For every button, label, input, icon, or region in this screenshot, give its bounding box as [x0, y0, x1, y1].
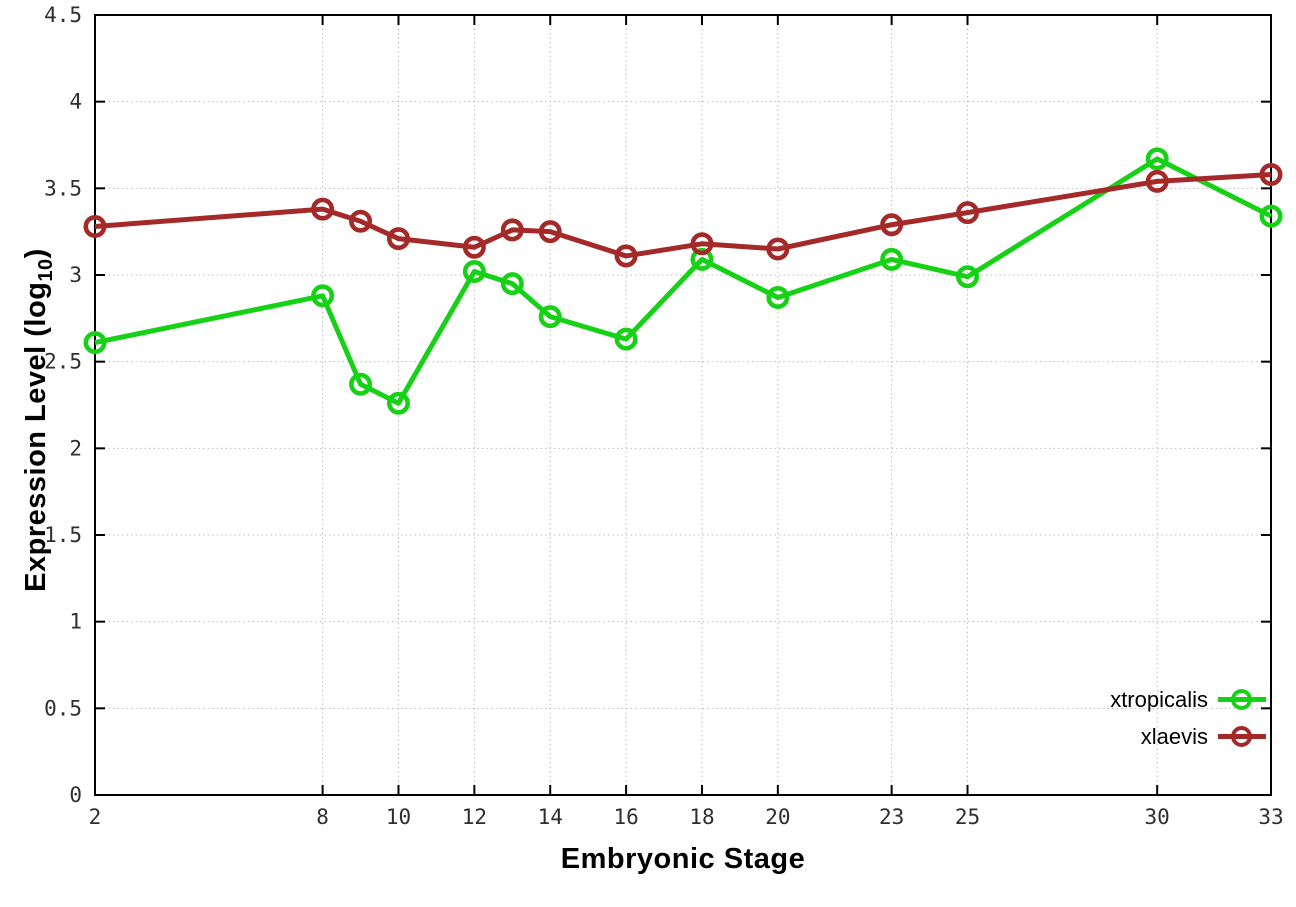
legend-circle-marker-icon	[1231, 688, 1252, 710]
data-point-xtropicalis	[538, 305, 562, 329]
x-tick-label: 16	[613, 805, 638, 829]
data-point-xtropicalis	[83, 331, 107, 355]
data-point-xlaevis	[766, 237, 790, 261]
legend-circle-marker-icon	[1231, 725, 1252, 747]
data-point-xlaevis	[462, 235, 486, 259]
y-tick-label: 3	[69, 263, 82, 287]
x-tick-label: 12	[462, 805, 487, 829]
y-tick-label: 0	[69, 783, 82, 807]
data-point-xtropicalis	[500, 272, 524, 296]
data-point-xtropicalis	[349, 372, 373, 396]
data-point-xlaevis	[538, 220, 562, 244]
plot-border	[94, 14, 1272, 796]
series-line-xlaevis	[94, 171, 1272, 259]
y-tick-label: 1.5	[44, 523, 82, 547]
x-tick-label: 8	[316, 805, 329, 829]
data-point-xtropicalis	[311, 284, 335, 308]
data-point-xlaevis	[614, 244, 638, 268]
legend-label-xlaevis: xlaevis	[1140, 723, 1208, 749]
y-tick-label: 3.5	[44, 176, 82, 200]
data-point-xlaevis	[956, 201, 980, 225]
data-point-xtropicalis	[690, 247, 714, 271]
x-tick-label: 23	[879, 805, 904, 829]
data-point-xlaevis	[386, 227, 410, 251]
x-tick-label: 10	[386, 805, 411, 829]
data-point-xtropicalis	[880, 247, 904, 271]
data-point-xtropicalis	[766, 286, 790, 310]
y-tick-label: 1	[69, 610, 82, 634]
data-point-xtropicalis	[1145, 147, 1169, 171]
x-tick-label: 14	[538, 805, 563, 829]
y-tick-label: 4.5	[44, 3, 82, 27]
data-point-xlaevis	[311, 197, 335, 221]
legend-item-xlaevis: xlaevis	[1141, 718, 1266, 755]
data-point-xtropicalis	[1259, 204, 1283, 228]
y-tick-label: 2.5	[44, 350, 82, 374]
y-tick-label: 4	[69, 90, 82, 114]
data-point-xtropicalis	[614, 327, 638, 351]
legend-item-xtropicalis: xtropicalis	[1110, 681, 1266, 718]
data-point-xtropicalis	[956, 265, 980, 289]
data-point-xlaevis	[690, 232, 714, 256]
legend-marker-xtropicalis	[1218, 688, 1266, 712]
data-point-xlaevis	[1145, 169, 1169, 193]
x-tick-label: 25	[955, 805, 980, 829]
y-tick-label: 0.5	[44, 696, 82, 720]
x-tick-label: 18	[689, 805, 714, 829]
data-point-xlaevis	[880, 213, 904, 237]
data-point-xlaevis	[500, 218, 524, 242]
legend: xtropicalis xlaevis	[1110, 681, 1266, 755]
data-point-xlaevis	[83, 214, 107, 238]
x-tick-label: 2	[89, 805, 102, 829]
legend-marker-xlaevis	[1218, 725, 1266, 749]
y-tick-label: 2	[69, 436, 82, 460]
x-axis-title: Embryonic Stage	[560, 843, 806, 875]
x-tick-label: 33	[1258, 805, 1283, 829]
series-line-xtropicalis	[94, 156, 1273, 406]
data-point-xtropicalis	[386, 391, 410, 415]
legend-label-xtropicalis: xtropicalis	[1110, 686, 1208, 712]
data-point-xtropicalis	[462, 260, 486, 284]
data-point-xlaevis	[1259, 162, 1283, 186]
x-tick-label: 30	[1145, 805, 1170, 829]
x-tick-label: 20	[765, 805, 790, 829]
data-point-xlaevis	[349, 209, 373, 233]
